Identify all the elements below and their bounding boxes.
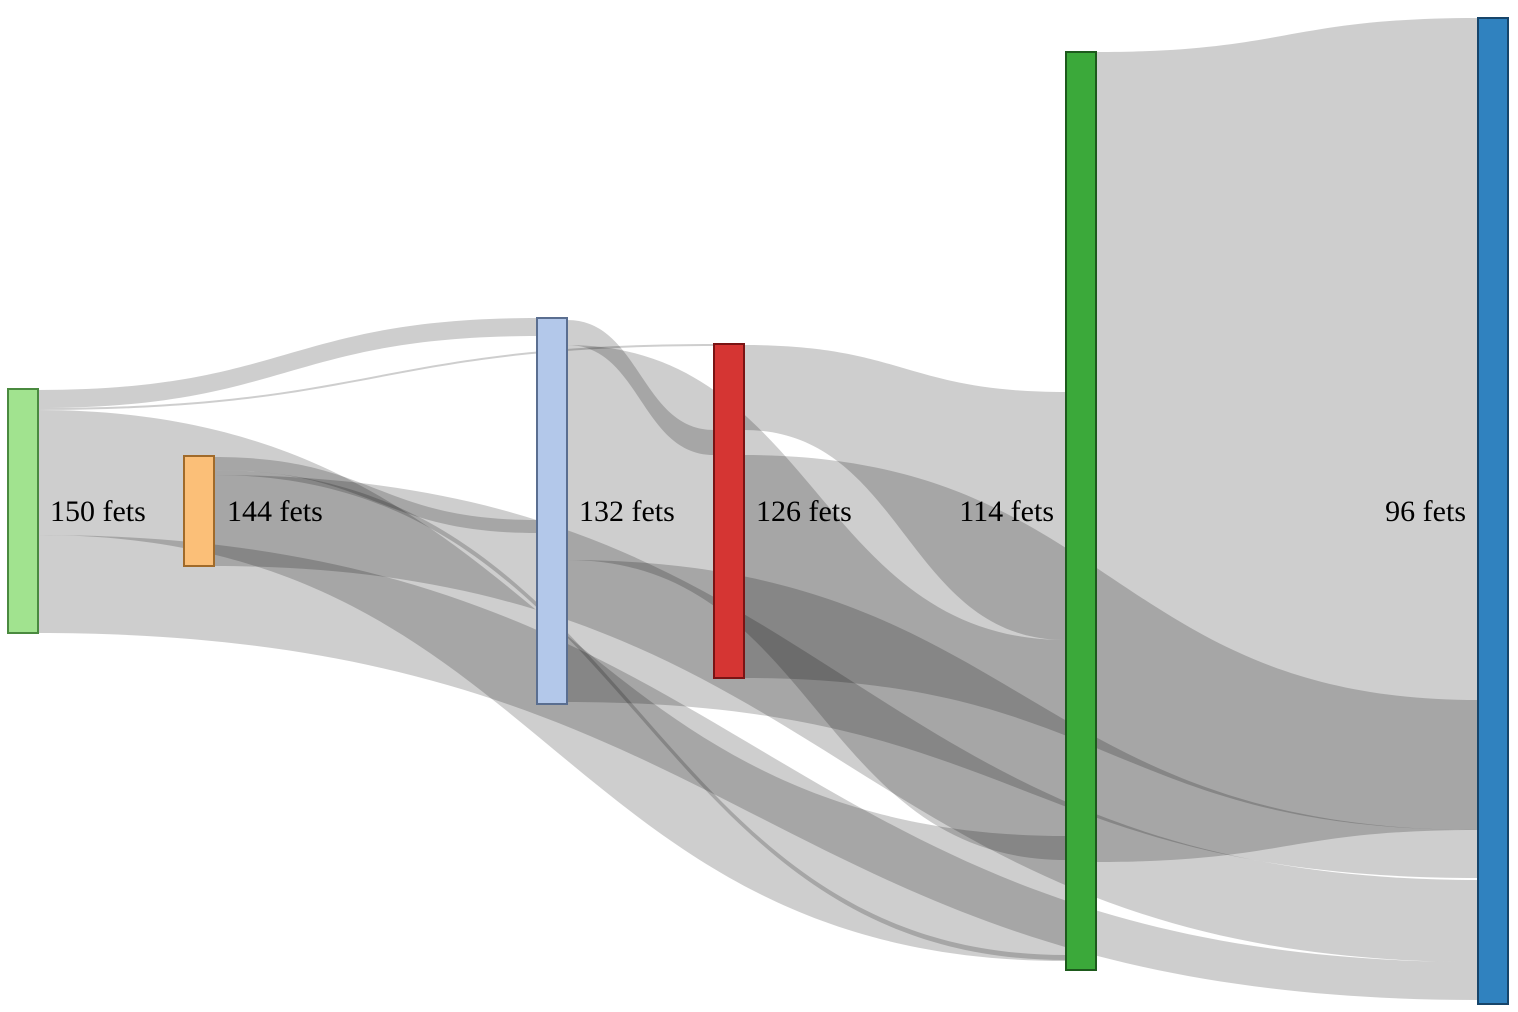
node-126-fets[interactable] xyxy=(713,343,745,679)
link-150-to-132[interactable] xyxy=(38,318,537,408)
node-label-132-fets: 132 fets xyxy=(579,495,675,528)
link-150-to-96[interactable] xyxy=(38,535,1478,1000)
sankey-labels: 150 fets 144 fets 132 fets 126 fets 114 … xyxy=(50,495,1466,528)
node-label-144-fets: 144 fets xyxy=(227,495,323,528)
node-label-150-fets: 150 fets xyxy=(50,495,146,528)
link-114-to-96[interactable] xyxy=(1096,18,1478,862)
node-132-fets[interactable] xyxy=(536,317,568,705)
node-144-fets[interactable] xyxy=(183,455,215,567)
link-150-to-126[interactable] xyxy=(38,344,714,410)
node-label-126-fets: 126 fets xyxy=(756,495,852,528)
sankey-links xyxy=(38,18,1478,1000)
node-96-fets[interactable] xyxy=(1477,17,1509,1005)
node-label-96-fets: 96 fets xyxy=(1385,495,1466,528)
node-150-fets[interactable] xyxy=(7,388,39,634)
link-144-to-114[interactable] xyxy=(214,470,1066,960)
node-label-114-fets: 114 fets xyxy=(959,495,1054,528)
node-114-fets[interactable] xyxy=(1065,51,1097,971)
sankey-nodes xyxy=(7,17,1509,1005)
